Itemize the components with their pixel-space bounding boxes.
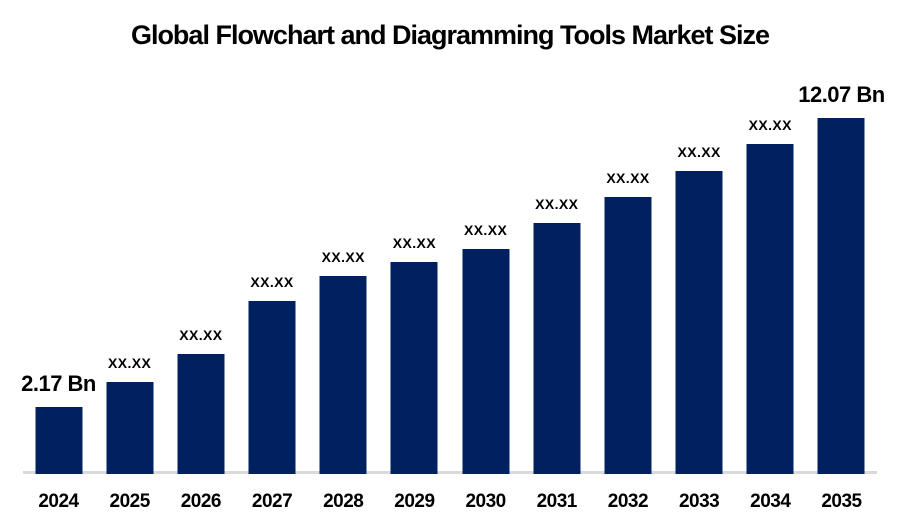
bar-2029: [390, 262, 438, 474]
bar-column-2027: XX.XX 2027: [236, 60, 308, 511]
x-tick-label-2035: 2035: [821, 491, 862, 512]
x-tick-label-2033: 2033: [678, 491, 720, 512]
bar-column-2033: XX.XX 2033: [663, 60, 735, 511]
bar-2033: [675, 171, 723, 474]
plot-area: 2.17 Bn 2024 XX.XX 2025 XX.XX 2026 XX.XX 2027 XX…: [0, 60, 900, 512]
bar-2026: [177, 354, 225, 474]
x-tick-label-2026: 2026: [180, 491, 222, 512]
x-tick-label-2028: 2028: [323, 491, 364, 512]
bar-value-label-2028: XX.XX: [321, 249, 365, 265]
bar-2031: [533, 223, 581, 474]
bar-column-2029: XX.XX 2029: [378, 60, 450, 511]
bar-2032: [604, 197, 652, 474]
bar-value-label-2034: XX.XX: [748, 117, 792, 133]
bar-2035: [817, 118, 865, 474]
bar-value-label-2029: XX.XX: [392, 235, 437, 251]
bar-value-label-2025: XX.XX: [108, 355, 152, 371]
bar-value-label-2030: XX.XX: [463, 222, 508, 238]
x-tick-label-2025: 2025: [109, 491, 151, 512]
bar-column-2025: XX.XX 2025: [94, 60, 166, 511]
x-tick-label-2032: 2032: [607, 491, 649, 512]
x-tick-label-2027: 2027: [251, 491, 293, 512]
x-tick-label-2029: 2029: [394, 491, 435, 512]
bar-column-2032: XX.XX 2032: [592, 60, 664, 511]
bar-column-2035: 12.07 Bn 2035: [798, 60, 885, 512]
x-tick-label-2031: 2031: [536, 491, 578, 512]
x-tick-label-2030: 2030: [465, 491, 506, 512]
bar-column-2026: XX.XX 2026: [165, 60, 237, 511]
bar-value-label-2027: XX.XX: [250, 274, 294, 290]
bar-value-label-2026: XX.XX: [179, 327, 223, 343]
x-tick-label-2034: 2034: [750, 491, 791, 512]
bar-column-2024: 2.17 Bn 2024: [21, 60, 96, 512]
bar-column-2034: XX.XX 2034: [734, 60, 806, 511]
bar-column-2030: XX.XX 2030: [450, 60, 522, 511]
bar-2024: [35, 407, 82, 474]
bar-value-label-2035: 12.07 Bn: [798, 82, 885, 107]
bar-2027: [248, 301, 296, 474]
bar-value-label-2032: XX.XX: [606, 170, 650, 186]
bar-2025: [106, 382, 154, 474]
bar-value-label-2031: XX.XX: [535, 196, 579, 212]
bar-2034: [746, 144, 794, 474]
x-axis-line: [23, 471, 877, 474]
bar-value-label-2033: XX.XX: [677, 144, 721, 160]
x-tick-label-2024: 2024: [38, 491, 79, 512]
bar-2028: [319, 276, 367, 474]
bar-value-label-2024: 2.17 Bn: [21, 371, 96, 396]
bar-2030: [462, 249, 510, 474]
bar-column-2028: XX.XX 2028: [307, 60, 379, 511]
bar-column-2031: XX.XX 2031: [521, 60, 593, 511]
chart-title: Global Flowchart and Diagramming Tools M…: [130, 20, 770, 50]
